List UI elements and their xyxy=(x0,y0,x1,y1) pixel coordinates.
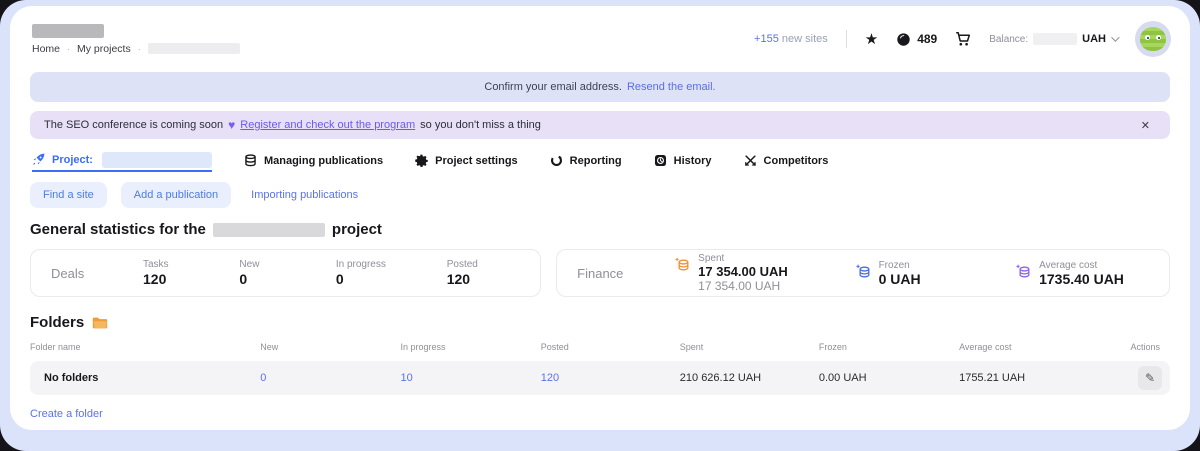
heart-icon: ♥ xyxy=(228,118,236,132)
stat-in-progress: In progress 0 xyxy=(335,259,386,287)
find-site-button[interactable]: Find a site xyxy=(30,182,107,208)
seo-banner-text-before: The SEO conference is coming soon xyxy=(44,119,224,131)
tab-reporting[interactable]: Reporting xyxy=(550,149,622,172)
finance-card: Finance Spent 17 354.00 UAH 17 354.00 UA… xyxy=(556,249,1170,297)
breadcrumb-current-redacted xyxy=(147,43,240,54)
tab-project[interactable]: Project: xyxy=(32,149,212,172)
pie-chart-icon xyxy=(550,154,562,167)
resend-email-link[interactable]: Resend the email. xyxy=(626,81,716,93)
chevron-down-icon xyxy=(1111,33,1120,42)
crossed-swords-icon xyxy=(744,155,756,166)
deals-card-label: Deals xyxy=(51,265,85,281)
breadcrumb-home[interactable]: Home xyxy=(32,42,61,55)
breadcrumb-my-projects[interactable]: My projects xyxy=(77,42,131,55)
folder-spent-cell: 210 626.12 UAH xyxy=(679,372,762,384)
balance-currency: UAH xyxy=(1082,33,1106,45)
import-publications-button[interactable]: Importing publications xyxy=(245,182,364,208)
folders-table-header: Folder name New In progress Posted Spent… xyxy=(30,342,1160,352)
project-name-redacted xyxy=(212,222,325,237)
divider xyxy=(845,30,847,48)
user-avatar[interactable] xyxy=(1135,21,1171,57)
folder-icon xyxy=(92,317,108,328)
stat-frozen: Frozen 0 UAH xyxy=(855,260,1017,287)
gear-icon xyxy=(415,154,428,167)
history-icon xyxy=(654,154,666,167)
tab-project-settings[interactable]: Project settings xyxy=(415,149,518,172)
coins-stack-icon-purple xyxy=(1016,264,1030,277)
avatar-creature xyxy=(1140,27,1166,51)
header: Home · My projects · +155 new sites ★ 48… xyxy=(21,21,1179,57)
breadcrumb-separator: · xyxy=(137,43,141,54)
close-icon[interactable]: ✕ xyxy=(1140,119,1150,132)
project-tabs: Project: Managing publications Project s… xyxy=(32,149,1170,172)
project-name-redacted xyxy=(101,151,212,168)
balance-label: Balance: xyxy=(989,33,1029,45)
seo-conference-banner: The SEO conference is coming soon ♥ Regi… xyxy=(30,111,1170,139)
add-publication-button[interactable]: Add a publication xyxy=(120,182,232,208)
folder-frozen-cell: 0.00 UAH xyxy=(818,372,867,384)
tab-managing-publications[interactable]: Managing publications xyxy=(244,149,383,172)
folder-name-cell: No folders xyxy=(44,372,99,384)
tab-competitors[interactable]: Competitors xyxy=(744,149,828,172)
finance-card-label: Finance xyxy=(577,265,624,281)
folder-new-link[interactable]: 0 xyxy=(260,372,267,384)
database-icon xyxy=(245,154,256,167)
favorites-star-icon[interactable]: ★ xyxy=(864,30,879,48)
coins-counter[interactable]: 489 xyxy=(896,32,937,47)
new-sites-link[interactable]: +155 new sites xyxy=(754,33,828,45)
stats-cards: Deals Tasks 120 New 0 In progress 0 Post… xyxy=(30,249,1170,297)
pencil-icon: ✎ xyxy=(1144,371,1156,385)
stat-average-cost: Average cost 1735.40 UAH xyxy=(1016,260,1169,287)
stat-tasks: Tasks 120 xyxy=(143,259,169,287)
page-title: General statistics for the project xyxy=(30,221,1170,238)
page-title-prefix: General statistics for the xyxy=(30,221,206,238)
stat-spent: Spent 17 354.00 UAH 17 354.00 UAH xyxy=(675,253,855,293)
page-title-suffix: project xyxy=(331,221,382,238)
breadcrumb: Home · My projects · xyxy=(32,43,240,55)
seo-banner-text-after: so you don't miss a thing xyxy=(420,119,541,131)
folder-average-cost-cell: 1755.21 UAH xyxy=(959,372,1026,384)
coins-icon xyxy=(897,32,910,46)
main-sheet: Home · My projects · +155 new sites ★ 48… xyxy=(10,6,1190,430)
stat-posted: Posted 120 xyxy=(446,259,478,287)
balance-dropdown[interactable]: Balance: UAH xyxy=(989,33,1120,45)
seo-register-link[interactable]: Register and check out the program xyxy=(240,119,416,131)
coins-stack-icon-orange xyxy=(675,257,689,271)
page-actions: Find a site Add a publication Importing … xyxy=(30,182,1170,208)
coins-count: 489 xyxy=(917,32,938,46)
create-folder-link[interactable]: Create a folder xyxy=(30,408,103,420)
tab-project-label: Project: xyxy=(52,153,93,166)
folder-in-progress-link[interactable]: 10 xyxy=(400,372,413,384)
cart-icon[interactable] xyxy=(955,31,971,47)
balance-amount-redacted xyxy=(1033,33,1078,45)
email-confirm-banner: Confirm your email address. Resend the e… xyxy=(30,72,1170,102)
tab-history[interactable]: History xyxy=(654,149,712,172)
breadcrumb-separator: · xyxy=(67,43,71,54)
edit-folder-button[interactable]: ✎ xyxy=(1138,366,1162,390)
email-confirm-text: Confirm your email address. xyxy=(484,81,622,93)
folders-table: Folder name New In progress Posted Spent… xyxy=(30,342,1170,395)
folder-posted-link[interactable]: 120 xyxy=(540,372,560,384)
stat-new: New 0 xyxy=(239,259,260,287)
logo[interactable] xyxy=(32,23,104,38)
deals-card: Deals Tasks 120 New 0 In progress 0 Post… xyxy=(30,249,542,297)
coins-stack-icon-blue xyxy=(855,264,870,277)
folders-section-title: Folders xyxy=(30,314,1170,331)
table-row: No folders 0 10 120 210 626.12 UAH 0.00 … xyxy=(30,361,1170,395)
rocket-icon xyxy=(33,153,45,165)
